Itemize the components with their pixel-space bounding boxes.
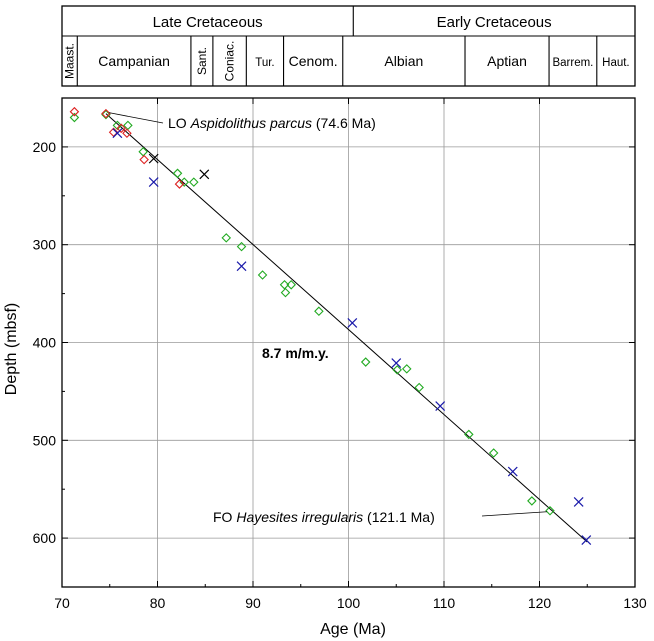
annotation-text-part: LO [168, 115, 191, 131]
cross-marker [391, 358, 402, 368]
stage-label: Barrem. [552, 57, 593, 69]
stratigraphy-header: Late Cretaceous Early Cretaceous Maast. Cam… [61, 5, 636, 87]
annotation-text-part: (74.6 Ma) [312, 115, 376, 131]
y-tick-label: 300 [33, 237, 57, 253]
cross-marker [199, 169, 210, 180]
y-tick-label: 600 [33, 530, 57, 546]
stage-label: Aptian [487, 53, 527, 69]
cross-marker [148, 177, 159, 188]
diamond-marker [138, 147, 148, 157]
plot-axes: 70 80 90 100 110 120 130 200 300 400 500 600 [33, 97, 647, 611]
diamond-marker [123, 120, 133, 131]
diamond-marker [69, 112, 80, 123]
stage-label: Haut. [602, 57, 630, 69]
annotation-text-part: Hayesites irregularis [236, 509, 363, 525]
x-tick-label: 90 [245, 595, 261, 611]
sedimentation-rate-line [105, 113, 588, 543]
stage-label: Tur. [255, 57, 274, 69]
diamond-marker [112, 120, 123, 131]
plot-gridlines [62, 98, 635, 587]
cross-marker [112, 128, 123, 139]
diamond-marker [401, 364, 412, 374]
diamond-marker [179, 177, 190, 187]
diamond-marker [172, 168, 183, 179]
x-axis-label: Age (Ma) [320, 621, 386, 638]
annotation-text-part: Aspidolithus parcus [190, 115, 312, 131]
diamond-marker [122, 128, 132, 138]
diamond-marker [488, 448, 499, 458]
trend-line: 8.7 m/m.y. [105, 113, 588, 543]
epoch-label: Late Cretaceous [153, 14, 263, 31]
annotation-fo: FO Hayesites irregularis (121.1 Ma) [213, 509, 435, 525]
cross-marker [435, 401, 446, 411]
x-tick-label: 80 [150, 595, 166, 611]
cross-marker [236, 261, 247, 272]
x-tick-label: 110 [433, 595, 456, 611]
diamond-marker [360, 357, 371, 367]
cross-marker [581, 535, 592, 545]
header-frame [61, 5, 636, 87]
data-points [69, 106, 592, 545]
annotation-leader [481, 511, 548, 517]
diamond-marker [101, 108, 111, 119]
epoch-label: Early Cretaceous [437, 14, 552, 31]
diamond-marker [236, 241, 247, 252]
diamond-marker [139, 154, 149, 165]
cross-marker [573, 496, 584, 507]
y-tick-label: 200 [33, 139, 57, 155]
diamond-marker [314, 306, 324, 316]
diamond-marker [414, 382, 424, 393]
diamond-marker [464, 429, 474, 440]
x-tick-label: 70 [54, 595, 70, 611]
cross-marker [507, 466, 518, 477]
cross-marker [148, 153, 159, 164]
annotations: LO Aspidolithus parcus (74.6 Ma) FO Hayes… [108, 112, 548, 525]
diamond-marker [69, 106, 80, 117]
diamond-marker [221, 233, 232, 243]
diamond-marker [174, 179, 185, 189]
x-tick-label: 120 [528, 595, 552, 611]
diamond-marker [392, 365, 402, 375]
y-tick-label: 500 [33, 432, 57, 448]
diamond-marker [189, 177, 199, 187]
stage-label: Coniac. [223, 41, 237, 82]
stage-label: Cenom. [289, 53, 338, 69]
stage-label: Maast. [63, 43, 77, 79]
x-tick-label: 130 [623, 595, 647, 611]
stage-label: Albian [384, 53, 423, 69]
diamond-marker [116, 123, 126, 134]
diamond-marker [545, 505, 555, 516]
stage-label: Campanian [98, 53, 170, 69]
y-tick-label: 400 [33, 335, 57, 351]
annotation-leader [108, 112, 164, 124]
diamond-marker [527, 496, 537, 506]
y-axis-label: Depth (mbsf) [3, 303, 20, 395]
cross-marker [347, 318, 358, 328]
annotation-text-part: FO [213, 509, 236, 525]
stage-label: Sant. [195, 47, 209, 75]
diamond-marker [279, 280, 290, 290]
diamond-marker [257, 270, 268, 280]
annotation-lo: LO Aspidolithus parcus (74.6 Ma) [168, 115, 376, 131]
annotation-text-part: (121.1 Ma) [363, 509, 435, 525]
x-tick-label: 100 [337, 595, 361, 611]
diamond-marker [101, 109, 111, 120]
diamond-marker [280, 287, 291, 298]
diamond-marker [286, 280, 296, 290]
sedimentation-rate-label: 8.7 m/m.y. [262, 345, 329, 361]
